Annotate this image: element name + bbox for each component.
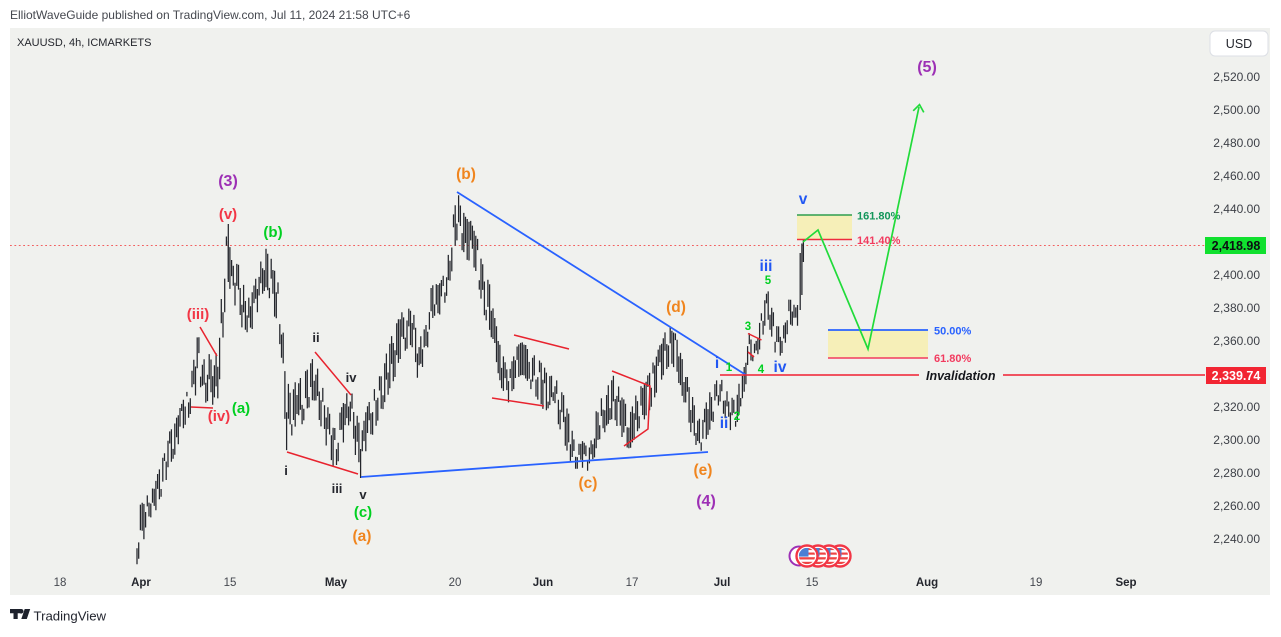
svg-text:USD: USD (1226, 37, 1252, 51)
svg-text:2,260.00: 2,260.00 (1213, 499, 1260, 513)
svg-text:18: 18 (54, 577, 67, 589)
svg-text:2,500.00: 2,500.00 (1213, 103, 1260, 117)
svg-text:17: 17 (626, 577, 639, 589)
svg-text:4: 4 (758, 364, 765, 376)
svg-text:Jul: Jul (714, 577, 731, 589)
svg-text:161.80%: 161.80% (857, 211, 901, 223)
svg-text:(5): (5) (917, 59, 937, 76)
svg-text:Sep: Sep (1115, 577, 1136, 589)
svg-text:3: 3 (745, 321, 751, 333)
svg-text:v: v (799, 191, 808, 208)
svg-text:2,280.00: 2,280.00 (1213, 466, 1260, 480)
svg-text:141.40%: 141.40% (857, 235, 901, 247)
svg-text:Invalidation: Invalidation (926, 369, 996, 383)
svg-text:2,480.00: 2,480.00 (1213, 136, 1260, 150)
svg-text:iii: iii (332, 481, 343, 496)
svg-text:iii: iii (760, 258, 773, 275)
svg-text:2,360.00: 2,360.00 (1213, 334, 1260, 348)
svg-text:2: 2 (734, 411, 740, 423)
svg-text:2,300.00: 2,300.00 (1213, 433, 1260, 447)
svg-text:20: 20 (449, 577, 462, 589)
svg-text:Apr: Apr (131, 577, 151, 589)
svg-text:(b): (b) (263, 224, 282, 241)
svg-text:i: i (715, 355, 719, 372)
svg-text:v: v (359, 487, 367, 502)
svg-text:15: 15 (224, 577, 237, 589)
svg-text:15: 15 (806, 577, 819, 589)
svg-text:(a): (a) (353, 528, 372, 545)
svg-text:2,520.00: 2,520.00 (1213, 70, 1260, 84)
svg-text:ii: ii (312, 330, 319, 345)
svg-text:iv: iv (774, 359, 787, 376)
svg-text:iv: iv (346, 370, 358, 385)
svg-text:ii: ii (720, 415, 729, 432)
svg-text:2,460.00: 2,460.00 (1213, 169, 1260, 183)
svg-text:(iii): (iii) (187, 306, 210, 323)
svg-text:(4): (4) (696, 493, 716, 510)
svg-text:5: 5 (765, 275, 772, 287)
svg-text:Aug: Aug (916, 577, 938, 589)
svg-text:(c): (c) (579, 475, 598, 492)
svg-text:(3): (3) (218, 173, 238, 190)
svg-text:ElliotWaveGuide published on T: ElliotWaveGuide published on TradingView… (10, 8, 411, 22)
svg-text:TradingView: TradingView (34, 609, 107, 624)
svg-text:XAUUSD, 4h, ICMARKETS: XAUUSD, 4h, ICMARKETS (17, 37, 151, 49)
svg-text:(a): (a) (232, 400, 250, 417)
svg-text:Jun: Jun (533, 577, 553, 589)
svg-text:50.00%: 50.00% (934, 326, 972, 338)
svg-text:i: i (284, 463, 288, 478)
svg-text:2,418.98: 2,418.98 (1212, 239, 1261, 253)
svg-text:2,400.00: 2,400.00 (1213, 268, 1260, 282)
svg-text:2,339.74: 2,339.74 (1212, 369, 1261, 383)
svg-text:(iv): (iv) (208, 408, 231, 425)
svg-text:(d): (d) (666, 299, 686, 316)
svg-text:(v): (v) (219, 206, 237, 223)
svg-text:May: May (325, 577, 348, 589)
svg-text:(b): (b) (456, 166, 476, 183)
svg-text:61.80%: 61.80% (934, 353, 972, 365)
svg-text:2,320.00: 2,320.00 (1213, 400, 1260, 414)
svg-text:2,380.00: 2,380.00 (1213, 301, 1260, 315)
svg-text:1: 1 (726, 362, 733, 374)
svg-text:(e): (e) (694, 462, 713, 479)
svg-text:(c): (c) (354, 504, 372, 521)
svg-text:2,240.00: 2,240.00 (1213, 532, 1260, 546)
svg-text:19: 19 (1030, 577, 1043, 589)
svg-text:2,440.00: 2,440.00 (1213, 202, 1260, 216)
